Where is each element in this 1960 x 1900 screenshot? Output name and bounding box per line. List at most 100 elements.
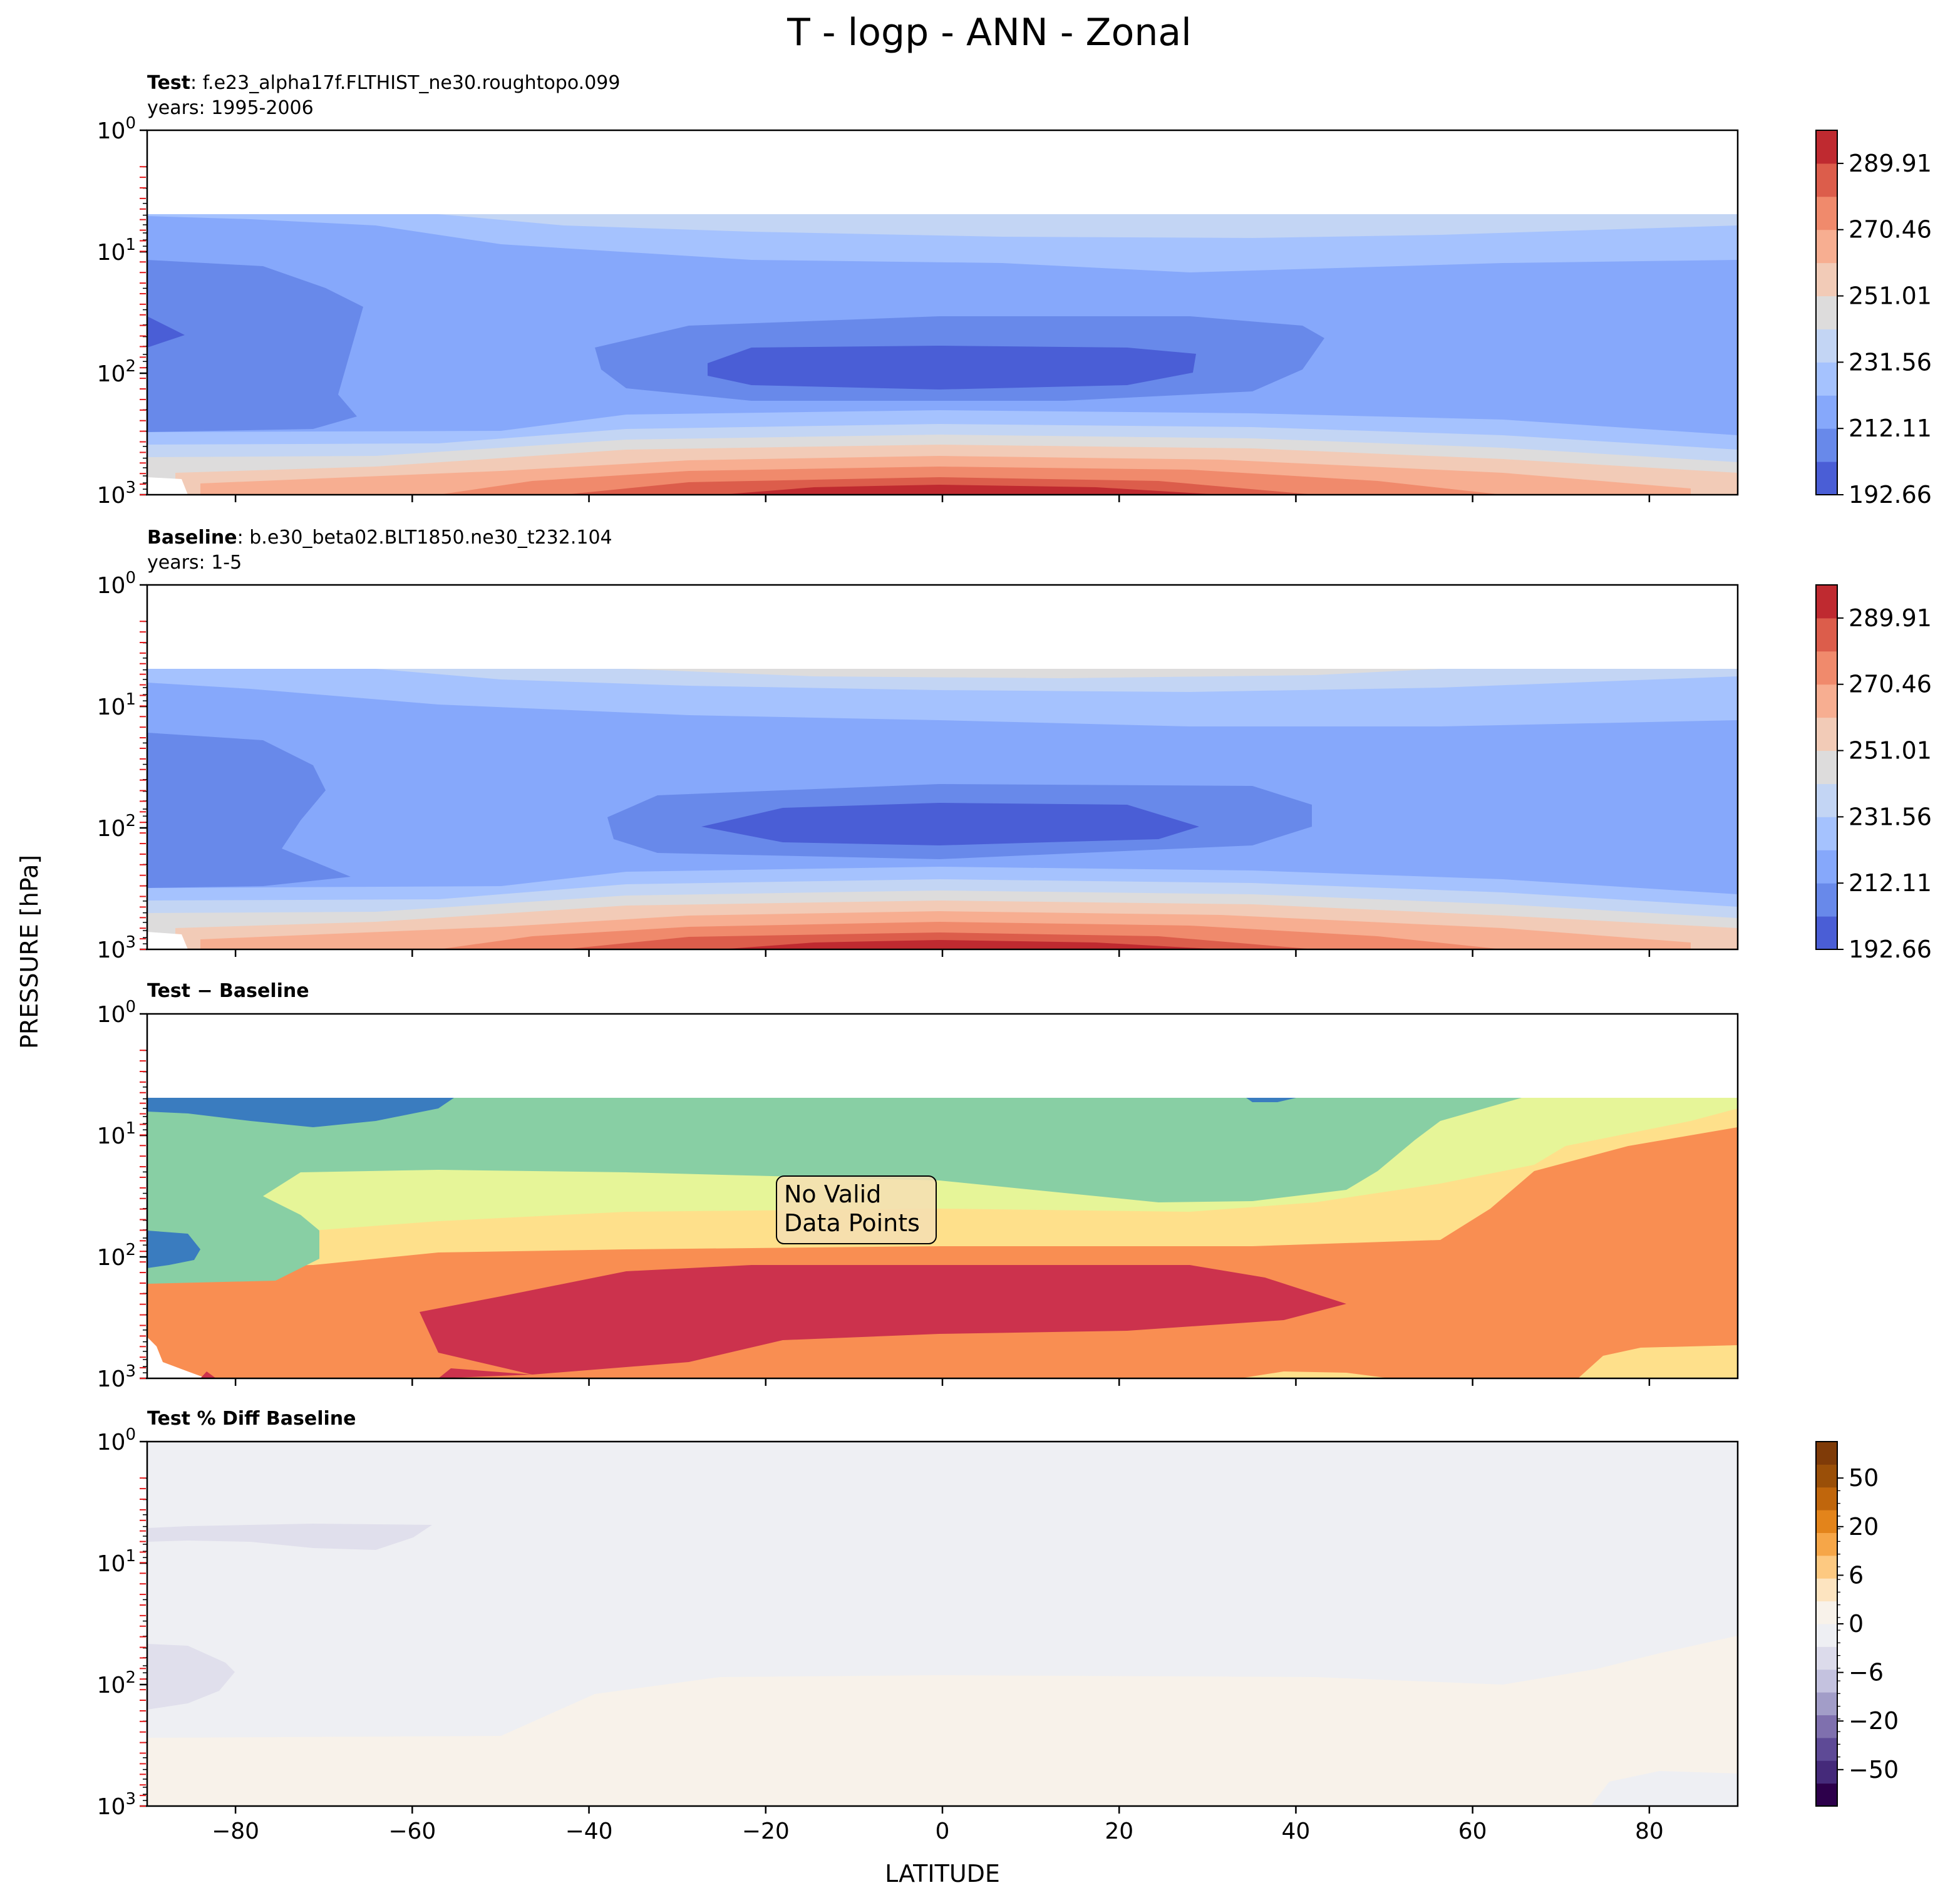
colorbar-segment	[1816, 585, 1837, 619]
colorbar-segment	[1816, 296, 1837, 329]
colorbar-segment	[1816, 1510, 1837, 1533]
panel-test-title-rest: : f.e23_alpha17f.FLTHIST_ne30.roughtopo.…	[190, 72, 620, 94]
contour-band	[147, 1098, 454, 1127]
x-tick-label: −60	[388, 1819, 436, 1844]
panel-baseline-title-rest: : b.e30_beta02.BLT1850.ne30_t232.104	[237, 527, 612, 549]
contour-band	[438, 1368, 532, 1378]
colorbar-segment	[1816, 750, 1837, 784]
y-tick-exponent: 0	[125, 114, 136, 133]
y-tick-base: 10	[97, 118, 126, 144]
no-valid-data-annotation: No Valid Data Points	[776, 1175, 937, 1244]
y-tick-base: 10	[97, 483, 126, 509]
panel-baseline-title: Baseline: b.e30_beta02.BLT1850.ne30_t232…	[147, 527, 612, 549]
contour-band	[147, 1636, 1738, 1806]
colorbar-segment	[1816, 428, 1837, 462]
x-tick-label: 40	[1282, 1819, 1311, 1844]
x-tick-label: 20	[1105, 1819, 1133, 1844]
colorbar-segment	[1816, 1624, 1837, 1647]
contour-band	[147, 932, 188, 949]
x-tick-label: −20	[742, 1819, 790, 1844]
panel-difference-field	[147, 1098, 1738, 1378]
colorbar-segment	[1816, 1464, 1837, 1488]
x-tick-label: 0	[936, 1819, 950, 1844]
x-tick-label: −80	[212, 1819, 259, 1844]
colorbar-tick-label: 0	[1849, 1610, 1864, 1638]
colorbar-tick-label: 270.46	[1849, 671, 1932, 698]
panel-baseline-colorbar: 289.91 270.46 251.01 231.56 212.11 192.66	[1815, 584, 1932, 963]
colorbar-segment	[1816, 229, 1837, 264]
colorbar-segment	[1816, 617, 1837, 652]
panel-test-title: Test: f.e23_alpha17f.FLTHIST_ne30.rought…	[147, 72, 620, 94]
colorbar-segment	[1816, 462, 1837, 495]
contour-band	[147, 1098, 1522, 1284]
y-tick-exponent: 1	[125, 1547, 136, 1566]
y-tick-label: 101	[97, 690, 136, 720]
contour-band	[1246, 1098, 1296, 1102]
contour-band	[200, 1371, 216, 1378]
contour-band	[708, 346, 1196, 390]
colorbar-frame	[1815, 584, 1838, 950]
colorbar-segment	[1816, 651, 1837, 685]
colorbar-segment	[1816, 1783, 1837, 1807]
y-tick-base: 10	[97, 573, 126, 599]
contour-band	[147, 1231, 200, 1268]
contour-band	[626, 669, 1440, 678]
colorbar-tick-label: 212.11	[1849, 415, 1932, 442]
y-tick-exponent: 3	[125, 1790, 136, 1809]
colorbar-segment	[1816, 1646, 1837, 1670]
y-tick-base: 10	[97, 1245, 126, 1271]
y-tick-exponent: 1	[125, 1119, 136, 1138]
y-tick-exponent: 2	[125, 357, 136, 376]
contour-band	[376, 669, 1738, 692]
y-tick-base: 10	[97, 361, 126, 387]
y-tick-exponent: 2	[125, 1668, 136, 1687]
y-tick-exponent: 0	[125, 1425, 136, 1444]
colorbar-segment	[1816, 1555, 1837, 1579]
colorbar-segment	[1816, 130, 1837, 164]
contour-band	[147, 260, 363, 432]
contour-band	[720, 485, 1221, 495]
panel-percent-difference-x-ticks: −80 −60 −40 −20 0 20 40 60 80	[212, 1806, 1664, 1844]
contour-band	[1240, 1371, 1390, 1378]
colorbar-tick-label: 231.56	[1849, 348, 1932, 376]
panel-difference: Test − Baseline No Valid Data Points 100…	[97, 980, 1739, 1392]
contour-band	[147, 477, 188, 495]
contour-band	[147, 1337, 207, 1378]
colorbar-tick-label: 6	[1849, 1561, 1864, 1589]
y-tick-exponent: 1	[125, 235, 136, 254]
y-tick-label: 100	[97, 569, 136, 599]
x-tick-label: 60	[1458, 1819, 1487, 1844]
colorbar-tick-label: 50	[1849, 1464, 1879, 1492]
panel-test-subtitle: years: 1995-2006	[147, 97, 314, 119]
y-tick-base: 10	[97, 1430, 126, 1455]
colorbar-segment	[1816, 1692, 1837, 1715]
annotation-line-2: Data Points	[784, 1209, 920, 1237]
contour-band	[147, 1644, 235, 1710]
y-tick-exponent: 0	[125, 998, 136, 1016]
colorbar-frame	[1815, 130, 1838, 495]
panel-percent-difference-title: Test % Diff Baseline	[147, 1408, 356, 1430]
y-tick-label: 103	[97, 933, 136, 963]
colorbar-tick-label: 192.66	[1849, 936, 1932, 963]
y-tick-label: 100	[97, 1425, 136, 1455]
colorbar-segment	[1816, 883, 1837, 917]
colorbar-segment	[1816, 916, 1837, 950]
annotation-box	[776, 1175, 937, 1244]
contour-band	[720, 940, 1221, 949]
y-tick-base: 10	[97, 1551, 126, 1577]
colorbar-segment	[1816, 1715, 1837, 1738]
y-tick-base: 10	[97, 240, 126, 266]
colorbar-segment	[1816, 362, 1837, 396]
x-axis-label: LATITUDE	[885, 1860, 1000, 1887]
colorbar-tick-label: −20	[1849, 1707, 1899, 1735]
y-tick-exponent: 2	[125, 812, 136, 830]
y-tick-base: 10	[97, 1794, 126, 1820]
y-tick-base: 10	[97, 1123, 126, 1149]
y-tick-label: 102	[97, 812, 136, 842]
colorbar-tick-label: 251.01	[1849, 737, 1932, 765]
y-tick-label: 100	[97, 114, 136, 144]
y-tick-label: 101	[97, 1547, 136, 1577]
panel-test: Test: f.e23_alpha17f.FLTHIST_ne30.rought…	[97, 72, 1932, 509]
contour-band	[438, 214, 1738, 238]
